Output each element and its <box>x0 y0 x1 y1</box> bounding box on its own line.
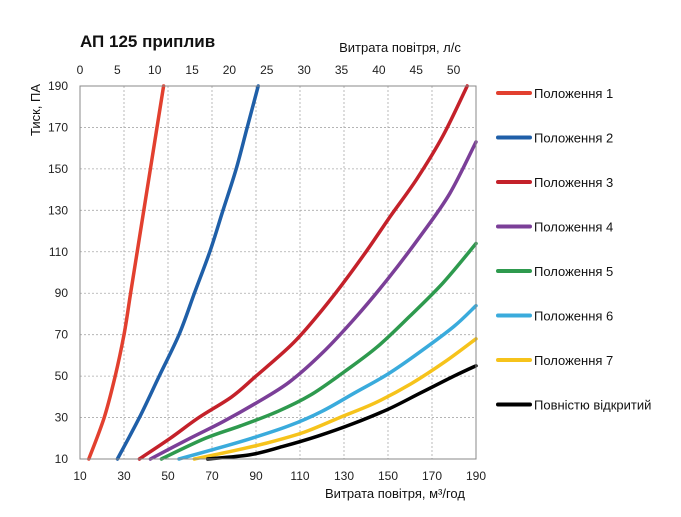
series-line-2 <box>115 84 260 461</box>
plot-frame <box>79 85 477 460</box>
y-tick-label: 150 <box>48 162 68 176</box>
legend-label-4: Положення 4 <box>534 220 613 235</box>
y-tick-label: 10 <box>55 452 69 466</box>
series-line-8 <box>205 364 478 461</box>
x2-tick-label: 45 <box>410 63 424 77</box>
legend-label-3: Положення 3 <box>534 175 613 190</box>
x-tick-label: 90 <box>249 469 263 483</box>
x-tick-label: 110 <box>290 469 309 483</box>
x-tick-label: 10 <box>73 469 87 483</box>
legend-label-6: Положення 6 <box>534 309 613 324</box>
series-line-5 <box>159 241 478 461</box>
x-tick-label: 70 <box>205 469 219 483</box>
series-line-7 <box>192 337 478 461</box>
x2-tick-label: 30 <box>297 63 311 77</box>
series-line-1 <box>87 84 166 461</box>
series-line-6 <box>177 303 478 461</box>
x-tick-label: 50 <box>161 469 175 483</box>
tick-labels: 10 30 50 70 90 110 130 150 170 190103050709011013… <box>48 63 486 483</box>
series-line-4 <box>148 140 478 461</box>
y-tick-label: 50 <box>55 369 69 383</box>
y-tick-label: 30 <box>55 411 69 425</box>
x2-tick-label: 25 <box>260 63 274 77</box>
x2-tick-label: 0 <box>77 63 84 77</box>
y-tick-label: 130 <box>48 203 68 217</box>
legend-label-8: Повністю відкритий <box>534 398 651 413</box>
x-tick-label: 190 <box>466 469 486 483</box>
y-tick-label: 90 <box>55 286 69 300</box>
y-tick-label: 110 <box>49 245 68 259</box>
series-lines <box>87 84 478 461</box>
x-tick-label: 30 <box>117 469 131 483</box>
legend-label-1: Положення 1 <box>534 86 613 101</box>
legend-label-7: Положення 7 <box>534 353 613 368</box>
chart-title: АП 125 приплив <box>80 32 215 51</box>
x2-axis-label: Витрата повітря, л/с <box>339 40 461 55</box>
y-tick-label: 70 <box>55 328 69 342</box>
x2-tick-label: 5 <box>114 63 121 77</box>
x2-tick-label: 35 <box>335 63 349 77</box>
x2-tick-label: 10 <box>148 63 162 77</box>
series-line-3 <box>137 84 469 461</box>
grid <box>79 85 477 460</box>
legend: Положення 1 Положення 2 Положення 3 Положен… <box>496 86 651 413</box>
legend-label-5: Положення 5 <box>534 264 613 279</box>
x2-tick-label: 50 <box>447 63 461 77</box>
y-tick-label: 190 <box>48 79 68 93</box>
x-axis-label: Витрата повітря, м³/год <box>325 486 465 501</box>
x-tick-label: 170 <box>422 469 442 483</box>
y-tick-label: 170 <box>48 120 68 134</box>
y-axis-label: Тиск, ПА <box>28 84 43 136</box>
x2-tick-label: 40 <box>372 63 386 77</box>
x2-tick-label: 20 <box>223 63 237 77</box>
x2-tick-label: 15 <box>185 63 199 77</box>
x-tick-label: 130 <box>334 469 354 483</box>
x-tick-label: 150 <box>378 469 398 483</box>
legend-label-2: Положення 2 <box>534 131 613 146</box>
